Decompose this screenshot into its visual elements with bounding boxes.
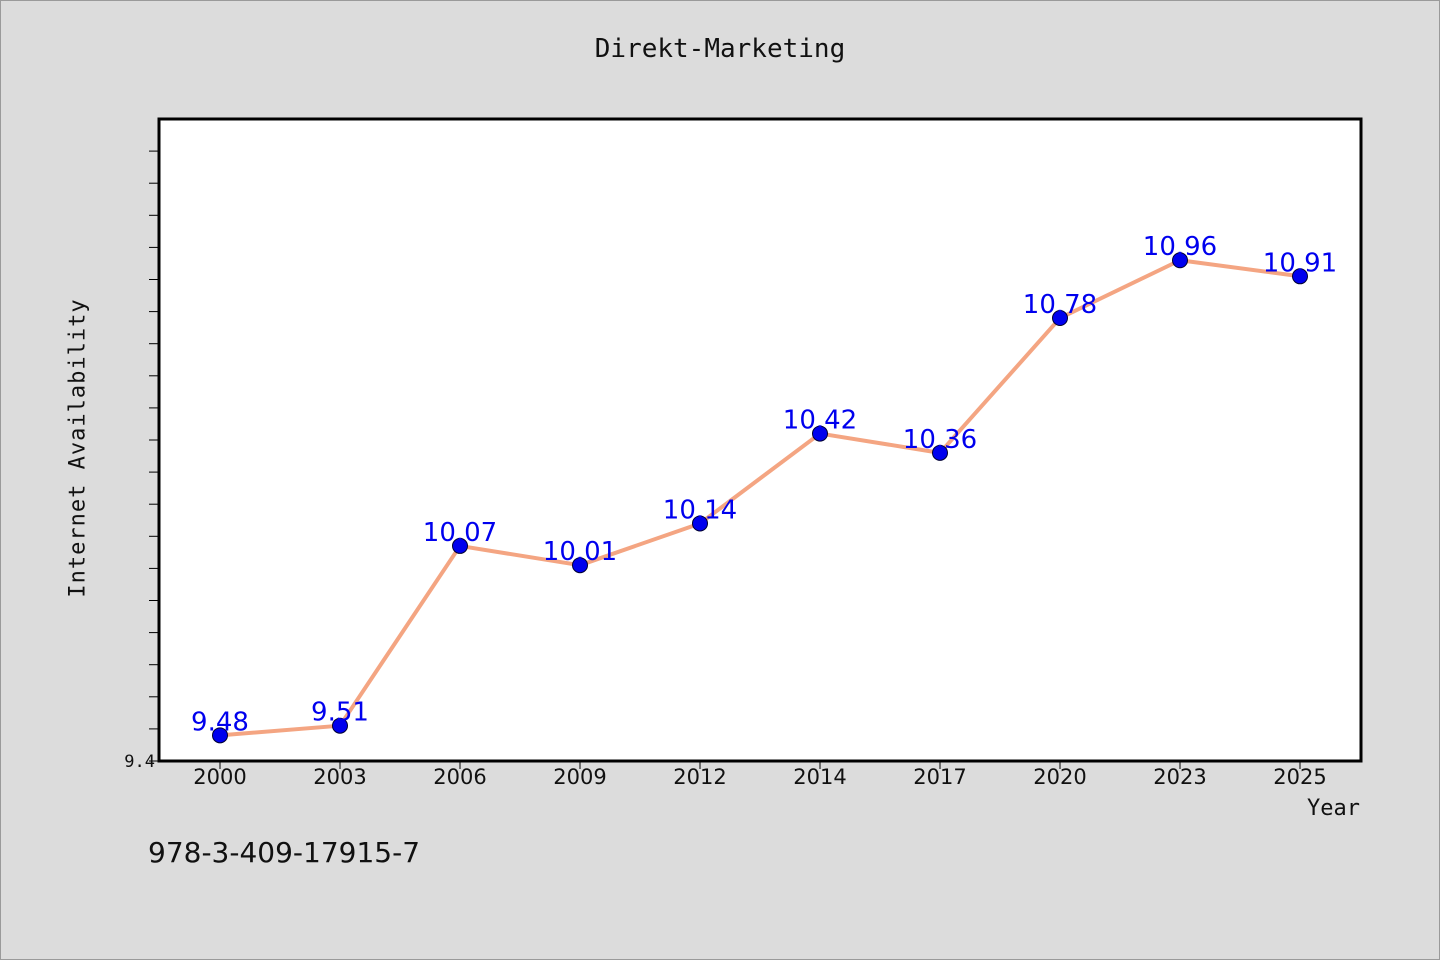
data-label: 10.07 — [423, 518, 497, 548]
data-label: 10.96 — [1143, 232, 1217, 262]
data-point — [1172, 252, 1188, 269]
x-tick-label: 2020 — [1033, 765, 1086, 789]
isbn-footer: 978-3-409-17915-7 — [148, 836, 421, 869]
x-axis-label: Year — [1307, 796, 1360, 821]
data-markers — [212, 252, 1308, 744]
data-label: 9.51 — [311, 698, 369, 728]
series-line — [219, 258, 1301, 738]
data-point — [692, 515, 708, 532]
chart-title: Direkt-Marketing — [594, 34, 846, 64]
data-label: 9.48 — [191, 707, 249, 737]
data-point — [812, 425, 828, 442]
data-point — [452, 537, 468, 554]
data-point — [572, 557, 588, 574]
data-label: 10.01 — [543, 537, 617, 567]
data-label: 10.36 — [903, 425, 977, 455]
x-tick-label: 2006 — [433, 765, 486, 789]
x-tick-label: 2012 — [673, 765, 726, 789]
data-labels: 9.48 9.51 10.07 10.01 10.14 10.42 10.36 10.78 10… — [191, 232, 1337, 737]
data-point — [1292, 268, 1308, 285]
x-tick-label: 2009 — [553, 765, 606, 789]
x-tick-label: 2023 — [1153, 765, 1206, 789]
data-label: 10.91 — [1263, 248, 1337, 278]
y-axis-label: Internet Availability — [65, 298, 91, 598]
data-label: 10.78 — [1023, 290, 1097, 320]
data-point — [332, 717, 348, 734]
y-tick-labels: 9.4 — [124, 752, 155, 772]
axis-ticks — [149, 150, 1301, 769]
data-point — [932, 444, 948, 461]
data-point — [1052, 310, 1068, 327]
series-line-group — [219, 258, 1301, 738]
data-label: 10.42 — [783, 406, 857, 436]
x-tick-label: 2014 — [793, 765, 846, 789]
x-tick-label: 2025 — [1273, 765, 1326, 789]
x-tick-labels: 2000 2003 2006 2009 2012 2014 2017 2020 2023 2025 — [193, 765, 1326, 789]
x-tick-label: 2000 — [193, 765, 246, 789]
x-tick-label: 2017 — [913, 765, 966, 789]
data-label: 10.14 — [663, 495, 737, 525]
x-tick-label: 2003 — [313, 765, 366, 789]
plot-area — [157, 117, 1363, 763]
data-point — [212, 727, 228, 744]
y-tick-label: 9.4 — [124, 752, 155, 772]
